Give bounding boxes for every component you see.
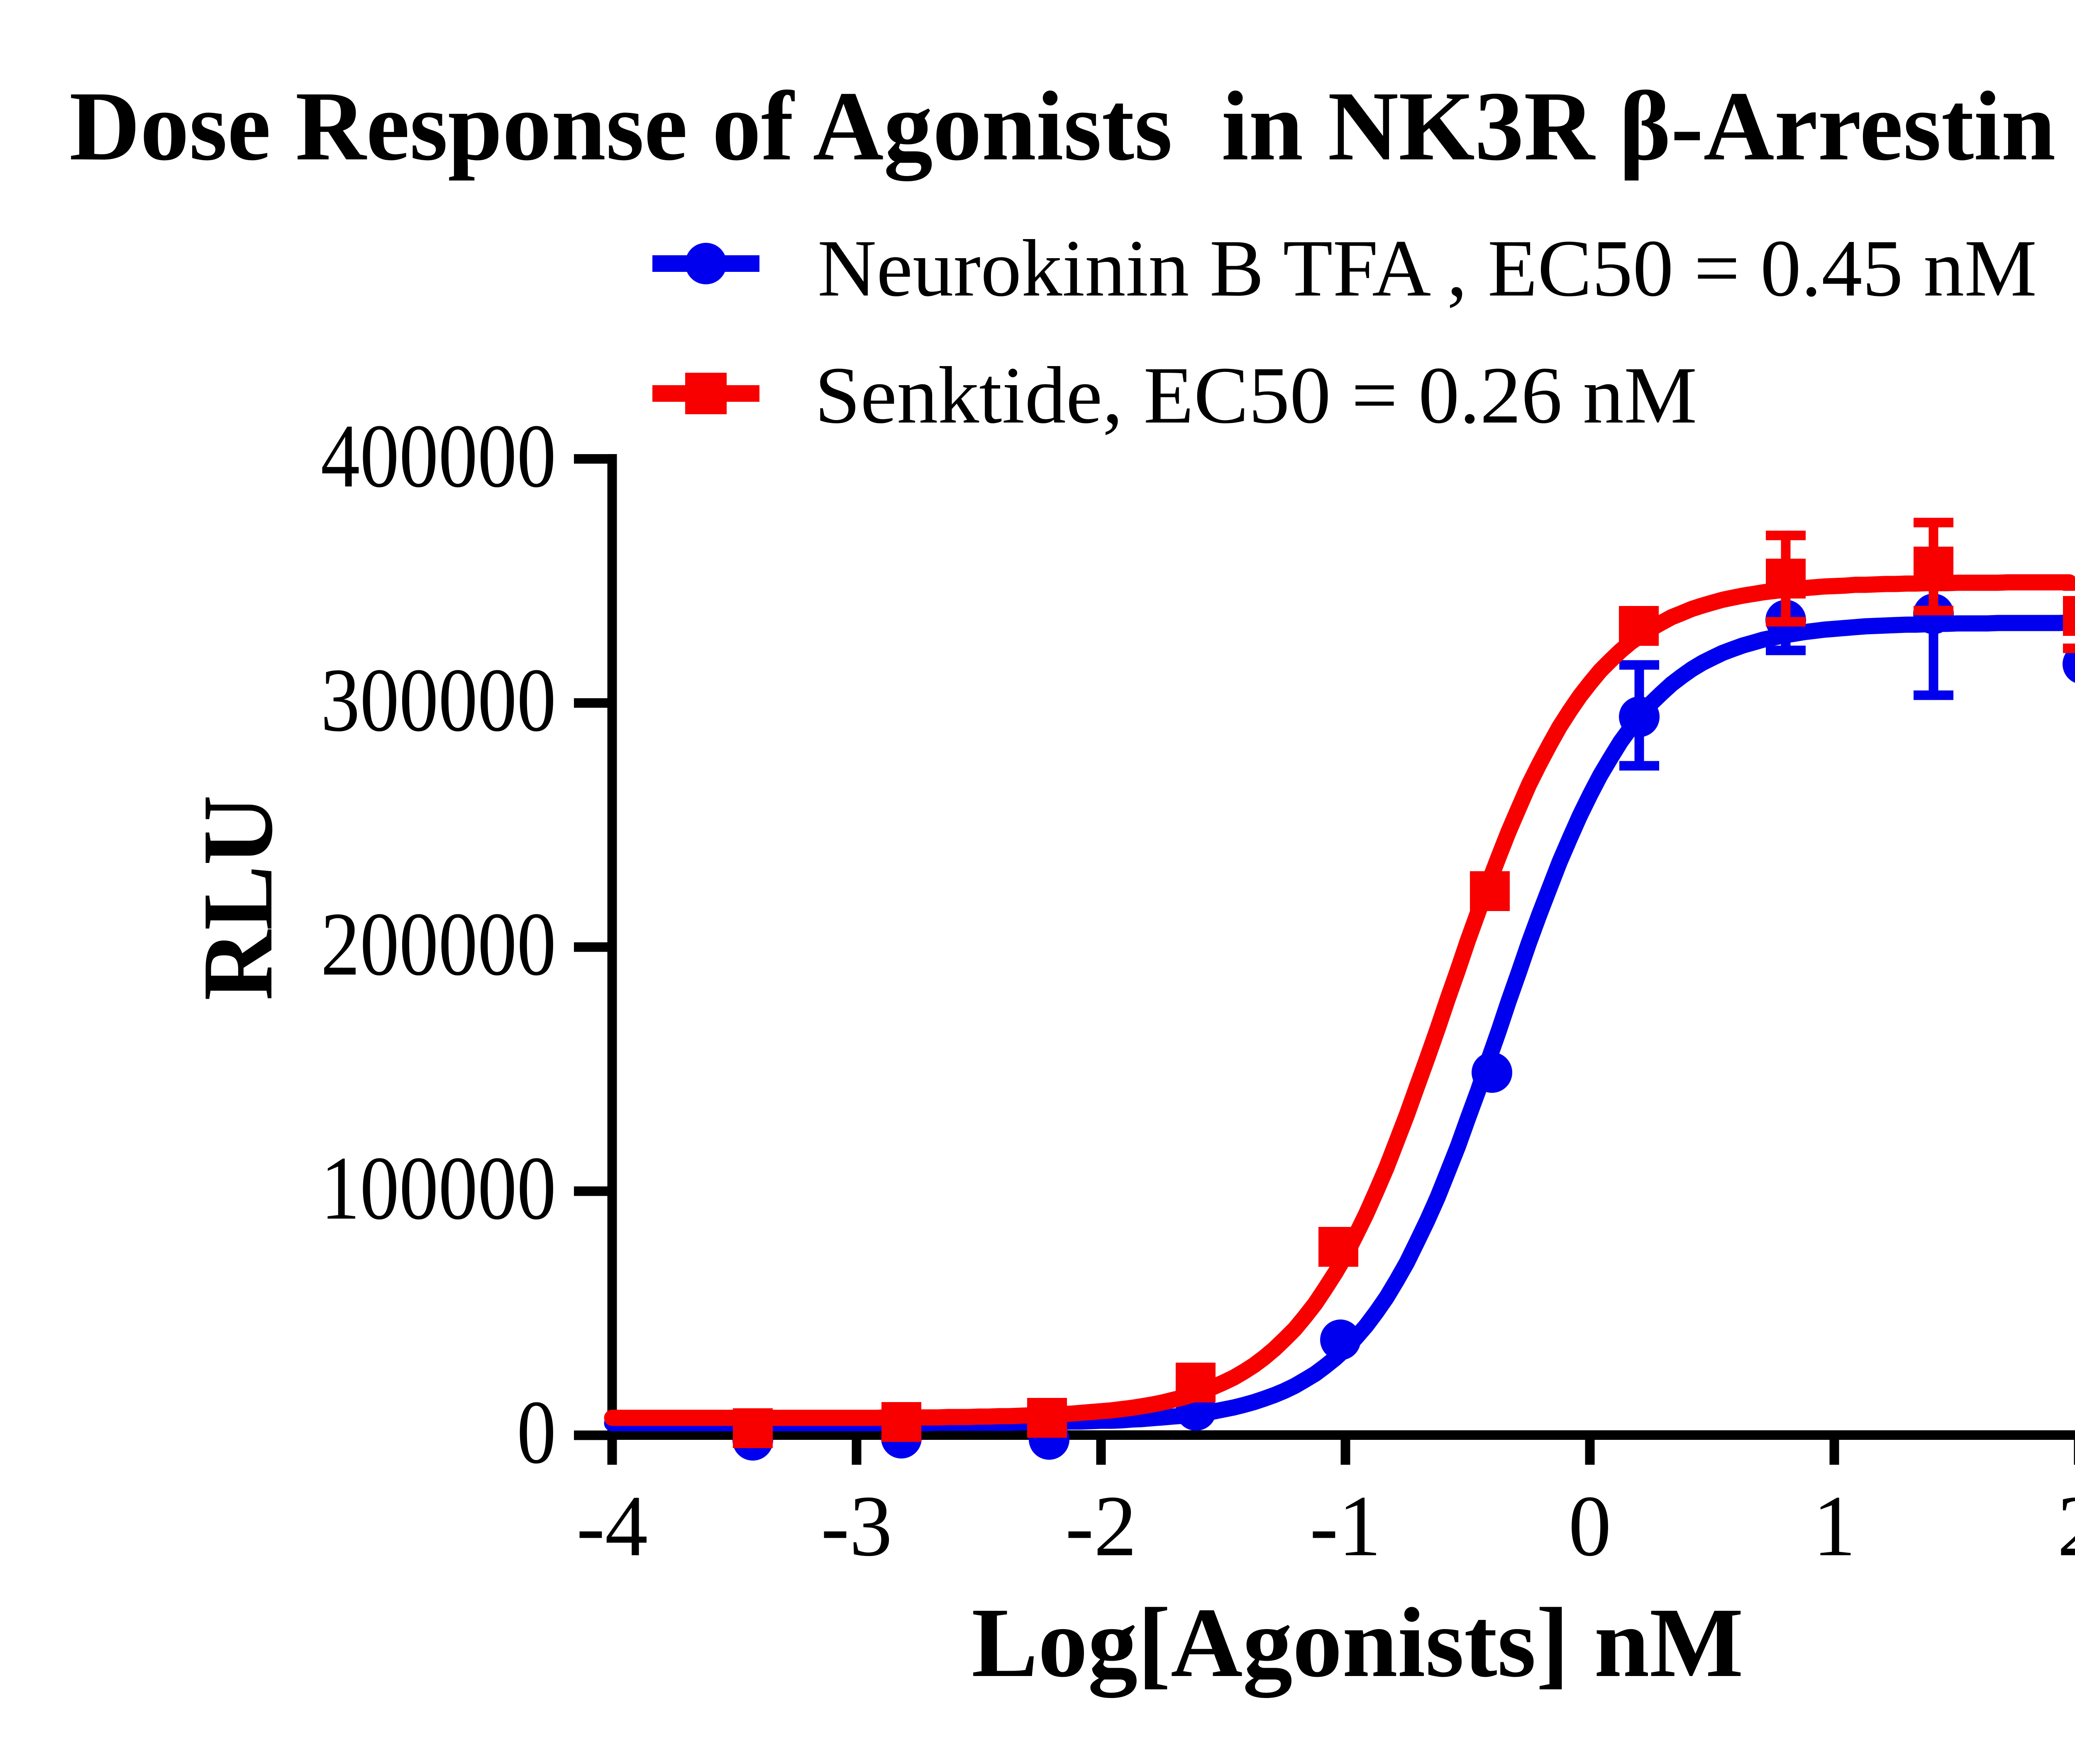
svg-text:-2: -2 (1065, 1478, 1137, 1575)
svg-text:Neurokinin B TFA , EC50 = 0.45: Neurokinin B TFA , EC50 = 0.45 nM (818, 223, 2037, 313)
svg-text:0: 0 (517, 1382, 556, 1483)
svg-text:-4: -4 (576, 1478, 648, 1575)
svg-text:400000: 400000 (321, 406, 556, 506)
svg-text:300000: 300000 (321, 650, 556, 750)
svg-text:-3: -3 (821, 1478, 892, 1575)
svg-text:0: 0 (1568, 1478, 1611, 1575)
svg-text:Log[Agonists] nM: Log[Agonists] nM (972, 1587, 1743, 1698)
svg-text:100000: 100000 (321, 1138, 556, 1239)
svg-text:Senktide, EC50 = 0.26 nM: Senktide, EC50 = 0.26 nM (815, 350, 1697, 440)
svg-text:200000: 200000 (321, 894, 556, 994)
svg-text:RLU: RLU (182, 795, 293, 1000)
svg-text:2: 2 (2057, 1478, 2075, 1575)
svg-text:Dose Response of Agonists in: Dose Response of Agonists in NK3R β-Arre… (69, 71, 2075, 181)
svg-text:1: 1 (1813, 1478, 1855, 1575)
svg-text:-1: -1 (1310, 1478, 1381, 1575)
